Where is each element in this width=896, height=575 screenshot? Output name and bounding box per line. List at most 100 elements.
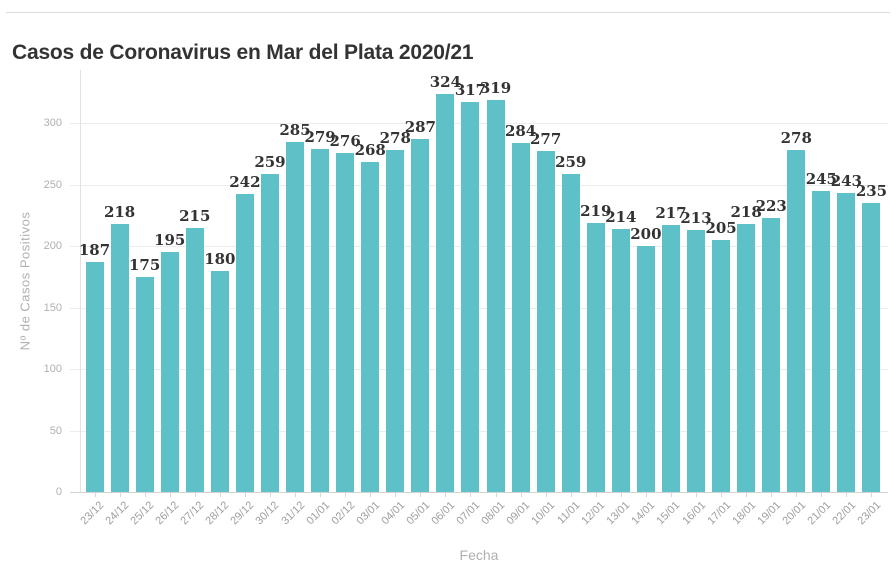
bar[interactable]: [762, 217, 781, 492]
x-tick-label-text: 25/12: [128, 499, 157, 528]
y-tick-label: 200: [43, 240, 62, 253]
bar-value-label: 268: [354, 141, 386, 160]
bar[interactable]: [712, 239, 731, 492]
bar-value-label: 287: [404, 118, 436, 137]
x-tick: [119, 493, 121, 497]
x-tick: [194, 493, 196, 497]
bar-value-label: 243: [830, 172, 863, 191]
x-tick: [420, 493, 422, 497]
y-tick-label: 0: [55, 486, 62, 498]
bar[interactable]: [336, 152, 355, 492]
bar-value-label: 187: [78, 241, 111, 260]
x-tick-label-text: 02/12: [328, 499, 357, 528]
bar[interactable]: [486, 99, 505, 492]
x-tick-label-text: 18/01: [729, 499, 758, 528]
x-tick: [144, 493, 146, 497]
x-tick-label-text: 20/01: [780, 499, 809, 528]
x-tick: [696, 493, 698, 497]
bar[interactable]: [787, 150, 806, 492]
x-tick-label-text: 23/01: [855, 499, 884, 528]
bar[interactable]: [135, 276, 154, 492]
bar[interactable]: [110, 223, 129, 492]
y-tick-label: 50: [49, 424, 62, 437]
x-tick-label-text: 08/01: [479, 499, 508, 528]
bar[interactable]: [636, 246, 655, 492]
bar[interactable]: [386, 150, 405, 492]
bar[interactable]: [411, 139, 430, 492]
x-tick-label-text: 30/12: [253, 499, 282, 528]
bar[interactable]: [611, 228, 630, 492]
x-tick: [395, 493, 397, 497]
x-tick-label-text: 12/01: [579, 499, 608, 528]
x-tick: [269, 493, 271, 497]
bar[interactable]: [837, 193, 856, 492]
bar[interactable]: [586, 222, 605, 492]
y-tick-label: 100: [43, 363, 62, 376]
bar-value-label: 242: [229, 173, 261, 192]
bar[interactable]: [311, 148, 330, 492]
x-tick-label-text: 11/01: [555, 499, 583, 527]
bar-value-label: 276: [329, 131, 361, 150]
bar-value-label: 278: [780, 129, 812, 148]
bar[interactable]: [812, 190, 831, 492]
bar-value-label: 285: [279, 120, 311, 139]
x-tick: [470, 493, 472, 497]
x-tick-label-text: 17/01: [704, 499, 733, 528]
bar-value-label: 319: [479, 78, 512, 97]
x-tick-label-text: 01/01: [303, 499, 332, 528]
bar[interactable]: [260, 173, 279, 492]
x-tick: [721, 493, 723, 497]
x-tick: [620, 493, 622, 497]
bar-value-label: 205: [705, 218, 737, 237]
x-tick: [670, 493, 672, 497]
bar[interactable]: [862, 203, 881, 492]
bar-value-label: 219: [580, 201, 612, 220]
x-tick: [94, 493, 96, 497]
bar[interactable]: [361, 162, 380, 492]
bar[interactable]: [160, 252, 179, 492]
bar[interactable]: [210, 270, 229, 492]
bar[interactable]: [536, 151, 555, 492]
bar[interactable]: [737, 223, 756, 492]
bar[interactable]: [461, 102, 480, 492]
x-tick-label-text: 31/12: [278, 499, 307, 528]
y-tick-label: 250: [43, 178, 62, 191]
bar[interactable]: [511, 142, 530, 492]
x-tick: [169, 493, 171, 497]
bar[interactable]: [235, 194, 254, 492]
x-tick: [821, 493, 823, 497]
bar[interactable]: [286, 141, 305, 492]
bar-value-label: 259: [254, 152, 286, 171]
bar[interactable]: [661, 225, 680, 492]
x-tick-label-text: 05/01: [404, 499, 433, 528]
x-tick-label-text: 19/01: [755, 499, 783, 528]
x-tick-label-text: 09/01: [504, 499, 533, 528]
x-tick: [320, 493, 322, 497]
y-tick-label: 300: [43, 117, 62, 130]
x-tick-label-text: 13/01: [604, 499, 633, 528]
x-tick: [219, 493, 221, 497]
bar-value-label: 284: [504, 121, 537, 140]
bar[interactable]: [561, 173, 580, 492]
x-tick: [570, 493, 572, 497]
x-axis-title: Fecha: [459, 547, 499, 563]
x-tick: [746, 493, 748, 497]
x-tick-label-text: 10/01: [529, 499, 558, 528]
bar-value-label: 213: [680, 209, 712, 228]
bar-value-label: 317: [454, 81, 487, 100]
bar[interactable]: [436, 93, 455, 492]
bar[interactable]: [687, 230, 706, 492]
x-tick: [846, 493, 848, 497]
x-tick: [520, 493, 522, 497]
bar[interactable]: [185, 227, 204, 492]
y-axis-line: [80, 70, 81, 492]
bar-value-label: 245: [805, 169, 837, 188]
bar-value-label: 277: [530, 130, 562, 149]
x-tick: [796, 493, 798, 497]
bar[interactable]: [85, 262, 104, 492]
bar-value-label: 218: [730, 202, 762, 221]
x-tick-label-text: 24/12: [103, 499, 132, 528]
x-tick-label-text: 04/01: [379, 499, 408, 528]
bar-value-label: 278: [379, 129, 411, 148]
x-tick: [871, 493, 873, 497]
